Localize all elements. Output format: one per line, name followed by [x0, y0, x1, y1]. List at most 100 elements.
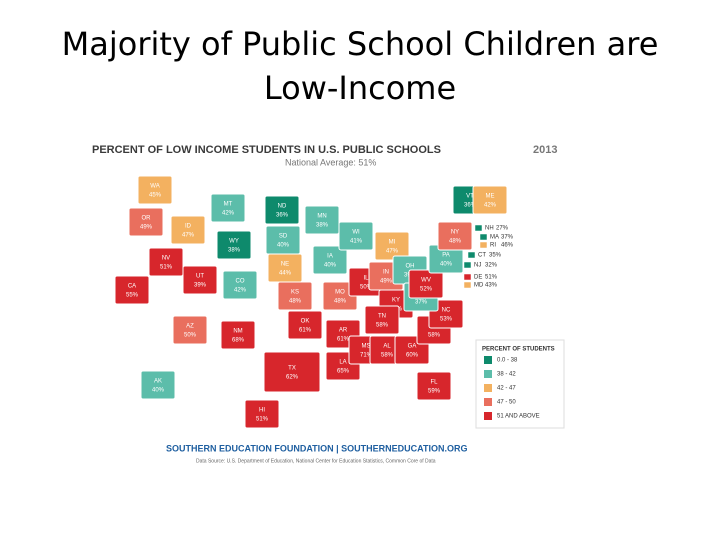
state-value-label: 37%	[501, 235, 514, 241]
state-value-label: 58%	[381, 353, 394, 359]
state-abbr: WV	[421, 278, 431, 284]
state-value-label: 58%	[376, 323, 389, 329]
state-value-label: 40%	[152, 388, 165, 394]
state-value-label: 53%	[440, 317, 453, 323]
state-value-label: 32%	[485, 263, 498, 269]
legend-label: 47 - 50	[497, 400, 516, 406]
state-shape	[437, 221, 473, 251]
state-abbr: WY	[229, 239, 239, 245]
state-abbr: CA	[128, 284, 136, 290]
state-abbr: AK	[154, 379, 162, 385]
state-value-label: 39%	[194, 283, 207, 289]
state-shape	[265, 225, 301, 255]
state-value-label: 51%	[485, 275, 498, 281]
state-value-label: 42%	[484, 203, 497, 209]
state-abbr: MT	[224, 202, 233, 208]
state-abbr: AZ	[186, 324, 194, 330]
state-value-label: 35%	[489, 253, 502, 259]
state-value-label: 41%	[350, 239, 363, 245]
state-abbr: KY	[392, 298, 400, 304]
state-abbr: IA	[327, 254, 333, 260]
state-abbr: UT	[196, 274, 204, 280]
state-shape	[374, 231, 410, 261]
state-shape	[170, 215, 206, 245]
state-value-label: 40%	[277, 243, 290, 249]
state-value-label: 61%	[337, 337, 350, 343]
state-shape	[277, 281, 313, 311]
state-shape	[312, 245, 348, 275]
state-value-label: 47%	[182, 233, 195, 239]
state-shape	[137, 175, 173, 205]
legend-swatch	[484, 412, 492, 420]
state-abbr: ND	[278, 204, 287, 210]
state-value-label: 51%	[160, 265, 173, 271]
state-abbr: ID	[185, 224, 192, 230]
state-value-label: 48%	[449, 239, 462, 245]
state-shape	[220, 320, 256, 350]
state-abbr: NC	[442, 308, 451, 314]
state-shape	[287, 310, 323, 340]
state-abbr: TN	[378, 314, 386, 320]
state-shape	[244, 399, 280, 429]
state-value-label: 55%	[126, 293, 139, 299]
legend-swatch	[484, 356, 492, 364]
legend-title: PERCENT OF STUDENTS	[482, 347, 555, 353]
state-shape	[172, 315, 208, 345]
source: Data Source: U.S. Department of Educatio…	[196, 458, 436, 464]
state-value-label: 49%	[140, 225, 153, 231]
state-abbr: FL	[430, 380, 438, 386]
state-abbr: HI	[259, 408, 265, 414]
state-abbr: WA	[150, 184, 159, 190]
state-shape	[416, 371, 452, 401]
legend-label: 38 - 42	[497, 372, 516, 378]
state-value-label: 50%	[360, 285, 373, 291]
state-abbr: NH	[485, 226, 494, 232]
state-value-label: 49%	[380, 279, 393, 285]
map-year: 2013	[533, 144, 557, 156]
state-shape	[210, 193, 246, 223]
state-abbr: AL	[383, 344, 391, 350]
state-value-label: 71%	[360, 353, 373, 359]
state-abbr: RI	[490, 243, 496, 249]
state-shape	[467, 251, 476, 259]
state-value-label: 36%	[464, 203, 477, 209]
state-abbr: ME	[486, 194, 495, 200]
state-shape	[140, 370, 176, 400]
state-abbr: MI	[389, 240, 396, 246]
state-shape	[128, 207, 164, 237]
state-shape	[216, 230, 252, 260]
legend-swatch	[484, 398, 492, 406]
state-value-label: 47%	[386, 249, 399, 255]
state-value-label: 46%	[501, 243, 514, 249]
legend-label: 42 - 47	[497, 386, 516, 392]
state-value-label: 61%	[299, 328, 312, 334]
state-value-label: 50%	[184, 333, 197, 339]
state-value-label: 58%	[428, 333, 441, 339]
state-abbr: NE	[281, 262, 289, 268]
state-value-label: 62%	[286, 375, 299, 381]
state-shape	[364, 305, 400, 335]
state-value-label: 43%	[485, 283, 498, 289]
state-value-label: 27%	[496, 226, 509, 232]
state-shape	[267, 253, 303, 283]
state-abbr: MS	[362, 344, 371, 350]
legend-label: 0.0 - 38	[497, 358, 518, 364]
state-value-label: 48%	[289, 299, 302, 305]
state-abbr: MO	[335, 290, 345, 296]
state-abbr: PA	[442, 253, 450, 259]
legend-swatch	[484, 384, 492, 392]
state-abbr: MD	[474, 283, 484, 289]
state-abbr: IN	[383, 270, 389, 276]
state-value-label: 42%	[234, 288, 247, 294]
state-shape	[463, 273, 472, 281]
state-abbr: IL	[363, 276, 369, 282]
state-abbr: NV	[162, 256, 170, 262]
state-shape	[304, 205, 340, 235]
state-abbr: OK	[301, 319, 310, 325]
state-abbr: NJ	[474, 263, 481, 269]
state-abbr: DE	[474, 275, 482, 281]
state-shape	[408, 269, 444, 299]
map-subtitle: National Average: 51%	[285, 157, 376, 167]
state-value-label: 45%	[149, 193, 162, 199]
